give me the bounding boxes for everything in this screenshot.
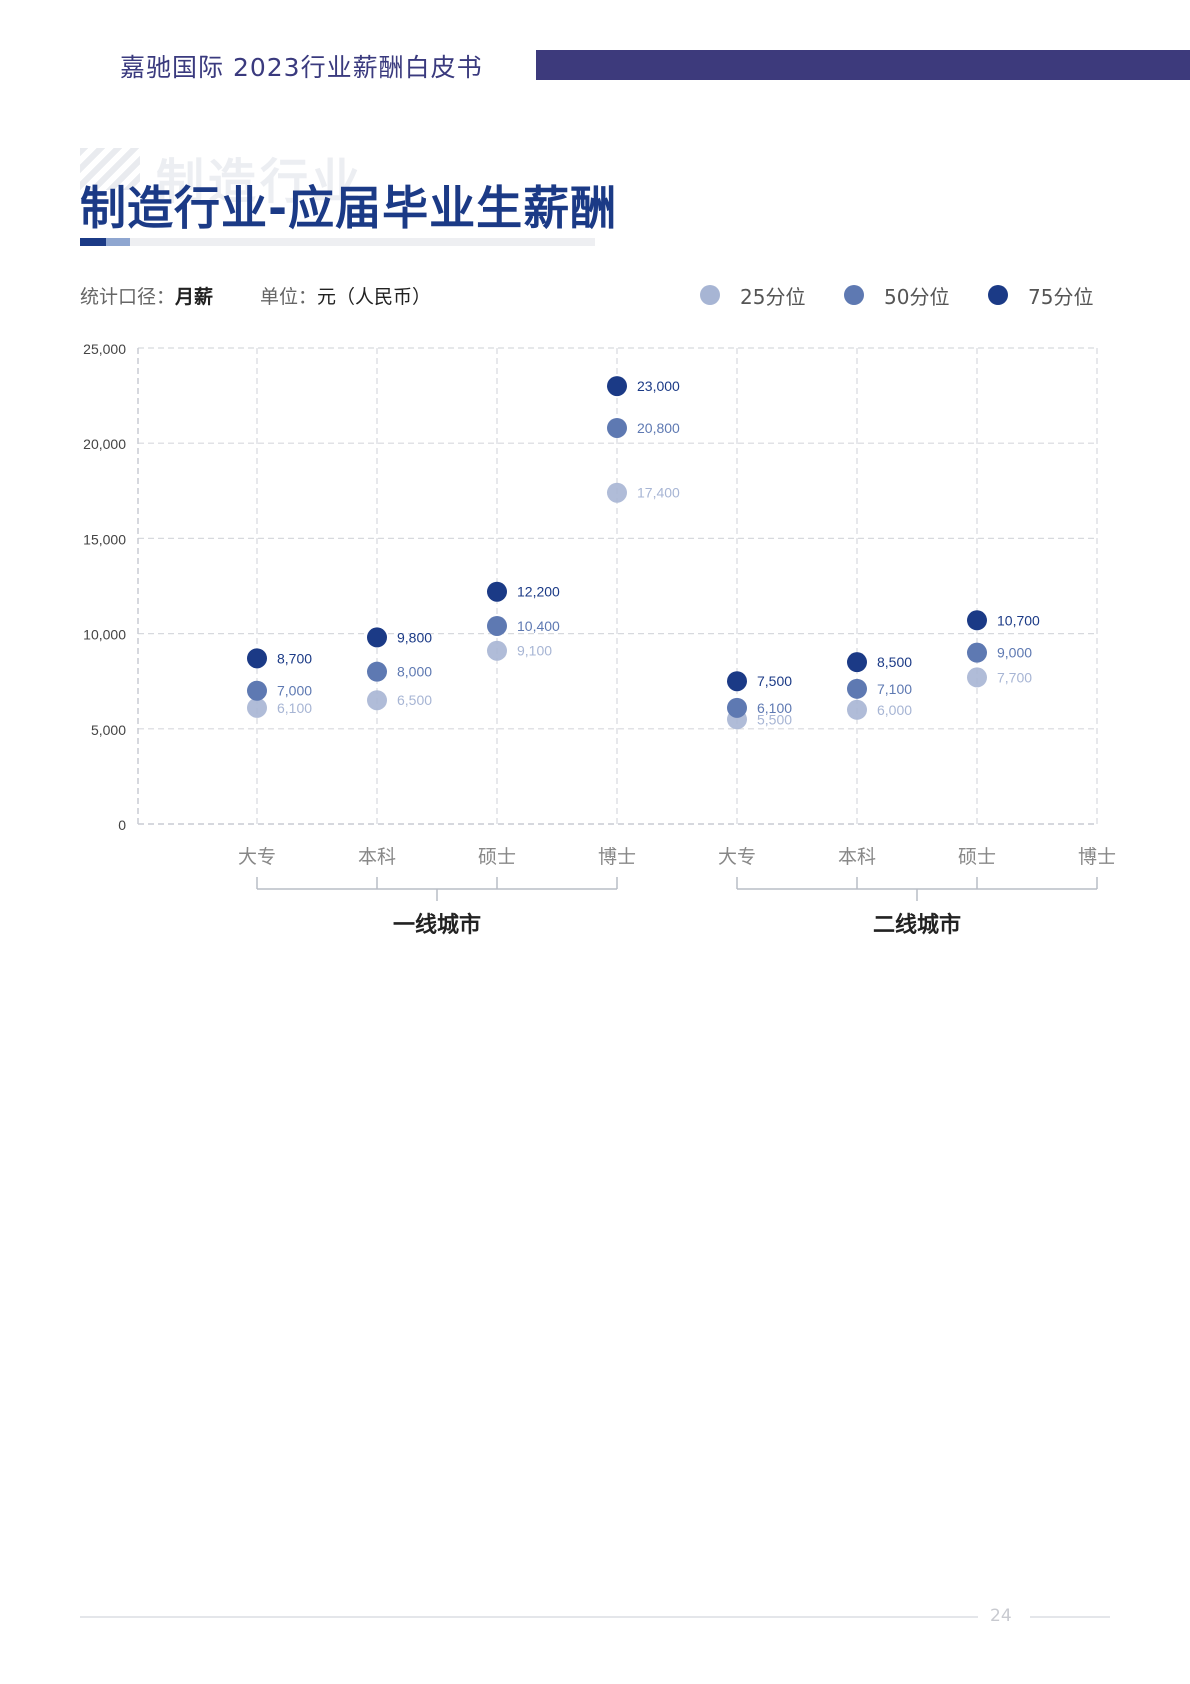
title-underline-accent-light <box>106 238 130 246</box>
data-label: 10,700 <box>997 612 1040 628</box>
data-label: 8,500 <box>877 654 912 670</box>
x-category-label: 博士 <box>1078 846 1116 868</box>
data-point <box>967 667 987 688</box>
data-point <box>367 690 387 711</box>
y-tick-label: 5,000 <box>91 722 126 738</box>
data-label: 6,100 <box>757 700 792 716</box>
salary-scatter-chart: 0 5,000 10,000 15,000 20,000 25,000 大专 本科 硕士 博士 大专… <box>83 341 1116 938</box>
data-label: 17,400 <box>637 485 680 501</box>
data-point <box>847 652 867 673</box>
data-label: 5,500 <box>757 711 792 727</box>
data-label: 20,800 <box>637 420 680 436</box>
data-label: 6,000 <box>877 702 912 718</box>
x-category-label: 硕士 <box>478 846 516 868</box>
data-point <box>967 642 987 663</box>
legend-label-p50: 50分位 <box>884 284 950 309</box>
x-category-label: 本科 <box>838 846 876 868</box>
data-label: 10,400 <box>517 618 560 634</box>
y-tick-label: 10,000 <box>83 627 126 643</box>
legend-label-p25: 25分位 <box>740 284 806 309</box>
header-title: 嘉驰国际 2023行业薪酬白皮书 <box>120 53 483 82</box>
data-point <box>367 627 387 648</box>
x-category-label: 硕士 <box>958 846 996 868</box>
unit-label: 单位： <box>260 286 318 308</box>
stat-caliber-value: 月薪 <box>175 286 214 308</box>
x-category-label: 本科 <box>358 846 396 868</box>
unit-info: 单位：元（人民币） <box>260 282 431 309</box>
unit-value: 元（人民币） <box>317 286 432 308</box>
footer-rule-left <box>80 1616 978 1618</box>
y-tick-label: 20,000 <box>83 436 126 452</box>
chart-legend: 25分位 50分位 75分位 <box>700 280 1100 310</box>
data-label: 8,000 <box>397 664 432 680</box>
y-tick-label: 0 <box>118 817 126 833</box>
data-point <box>487 615 507 636</box>
data-label: 8,700 <box>277 650 312 666</box>
data-point <box>727 697 747 718</box>
section-watermark: 制造行业 <box>156 154 365 210</box>
header-bar <box>536 50 1190 80</box>
title-underline <box>80 238 595 246</box>
data-label: 7,000 <box>277 683 312 699</box>
title-underline-accent-dark <box>80 238 106 246</box>
data-point <box>607 417 627 438</box>
data-label: 12,200 <box>517 584 560 600</box>
data-point <box>847 699 867 720</box>
y-tick-label: 25,000 <box>83 341 126 357</box>
data-label: 9,800 <box>397 629 432 645</box>
data-point <box>727 671 747 692</box>
group-label: 二线城市 <box>873 912 961 938</box>
data-label: 6,100 <box>277 700 312 716</box>
data-label: 6,500 <box>397 692 432 708</box>
page-title: 制造行业-应届毕业生薪酬 <box>80 181 618 235</box>
data-point <box>607 376 627 397</box>
data-point <box>967 610 987 631</box>
data-label: 23,000 <box>637 378 680 394</box>
data-point <box>247 680 267 701</box>
data-point <box>247 697 267 718</box>
data-label: 7,700 <box>997 669 1032 685</box>
data-label: 7,500 <box>757 673 792 689</box>
data-point <box>247 648 267 669</box>
legend-label-p75: 75分位 <box>1028 284 1094 309</box>
x-category-label: 博士 <box>598 846 636 868</box>
data-point <box>847 678 867 699</box>
data-point <box>607 482 627 503</box>
legend-dot-p75 <box>988 285 1008 305</box>
footer-rule-right <box>1030 1616 1110 1618</box>
data-label: 9,100 <box>517 643 552 659</box>
legend-item-p25: 25分位 <box>700 280 805 310</box>
legend-item-p50: 50分位 <box>844 280 949 310</box>
data-label: 7,100 <box>877 681 912 697</box>
legend-dot-p50 <box>844 285 864 305</box>
watermark-hatch <box>80 148 140 190</box>
data-point <box>487 581 507 602</box>
page-number: 24 <box>990 1606 1012 1626</box>
x-category-label: 大专 <box>238 846 276 868</box>
y-tick-label: 15,000 <box>83 531 126 547</box>
data-point <box>367 661 387 682</box>
data-label: 9,000 <box>997 645 1032 661</box>
data-point <box>487 640 507 661</box>
stat-caliber-label: 统计口径： <box>80 286 176 308</box>
x-category-label: 大专 <box>718 846 756 868</box>
stat-caliber: 统计口径：月薪 <box>80 282 213 309</box>
group-label: 一线城市 <box>393 912 481 938</box>
legend-item-p75: 75分位 <box>988 280 1093 310</box>
legend-dot-p25 <box>700 285 720 305</box>
